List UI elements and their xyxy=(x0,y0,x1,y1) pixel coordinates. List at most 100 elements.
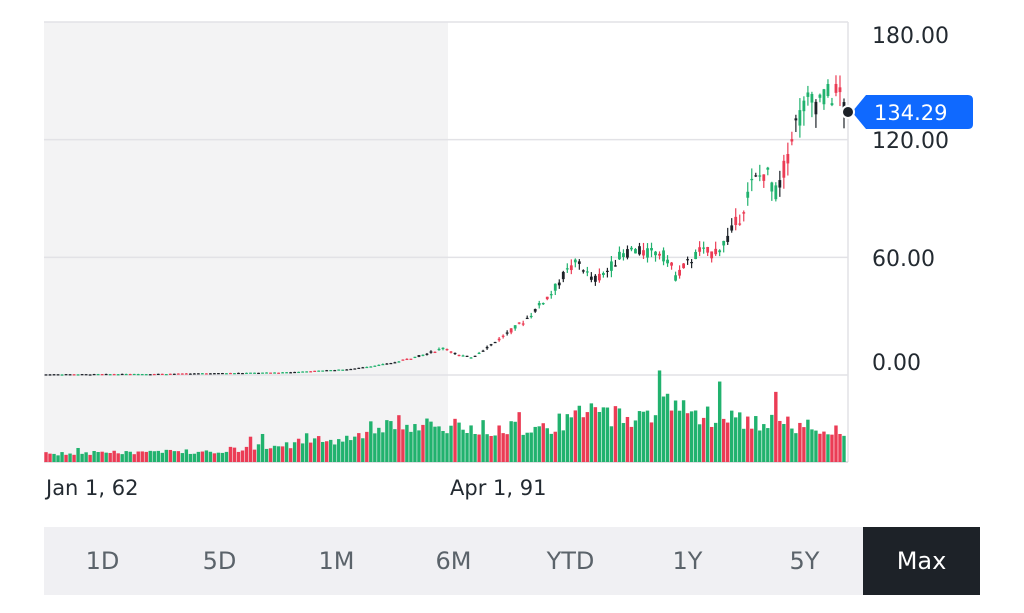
candle-body xyxy=(44,374,48,376)
range-button-6m[interactable]: 6M xyxy=(435,547,472,575)
candle-body xyxy=(64,374,68,376)
volume-bar xyxy=(453,418,457,462)
range-button-1m[interactable]: 1M xyxy=(318,547,355,575)
candle-body xyxy=(104,373,108,376)
volume-bar xyxy=(581,417,586,462)
range-button-1y[interactable]: 1Y xyxy=(672,547,703,575)
candle-body xyxy=(806,92,810,97)
candle-body xyxy=(168,373,172,375)
volume-bar xyxy=(637,411,642,462)
candle-body xyxy=(277,372,280,374)
range-selector: 1D 5D 1M 6M YTD 1Y 5Y Max xyxy=(44,527,980,595)
candle-body xyxy=(221,372,224,375)
volume-bar xyxy=(276,446,281,462)
volume-bar xyxy=(188,453,193,462)
volume-bar xyxy=(613,406,618,462)
volume-bar xyxy=(268,448,273,462)
candle-body xyxy=(172,373,176,375)
range-button-ytd[interactable]: YTD xyxy=(546,547,595,575)
volume-bar xyxy=(834,425,838,462)
volume-bar xyxy=(164,449,169,462)
volume-bar xyxy=(196,451,201,462)
y-tick-120: 120.00 xyxy=(872,129,949,154)
volume-bar xyxy=(750,428,754,462)
volume-bar xyxy=(256,444,261,462)
volume-bar xyxy=(742,428,746,462)
volume-bar xyxy=(304,433,309,462)
volume-bar xyxy=(413,424,417,462)
volume-bar xyxy=(260,433,265,462)
volume-bar xyxy=(228,446,233,462)
volume-bar xyxy=(477,434,481,462)
candle-body xyxy=(770,182,774,192)
volume-bar xyxy=(721,418,726,462)
volume-bar xyxy=(810,429,814,462)
volume-bar xyxy=(842,435,846,462)
candle-body xyxy=(589,276,593,280)
candle-body xyxy=(337,369,341,371)
candle-body xyxy=(557,282,561,286)
volume-bar xyxy=(657,370,662,462)
volume-bar xyxy=(72,454,76,462)
candle-body xyxy=(577,261,581,264)
candle-body xyxy=(84,374,88,376)
volume-bar xyxy=(128,451,132,462)
candle-body xyxy=(148,374,152,376)
volume-bar xyxy=(701,417,706,462)
candle-body xyxy=(541,303,545,305)
volume-bar xyxy=(790,428,794,462)
candle-body xyxy=(834,83,838,93)
range-button-1d[interactable]: 1D xyxy=(85,547,120,575)
candle-body xyxy=(662,250,665,262)
candle-body xyxy=(658,253,661,256)
volume-bar xyxy=(44,452,48,462)
candle-body xyxy=(281,372,284,374)
candle-body xyxy=(285,372,289,374)
candle-body xyxy=(48,374,52,376)
range-button-max[interactable]: Max xyxy=(863,527,980,595)
candle-body xyxy=(706,246,710,253)
candle-body xyxy=(164,374,168,376)
candle-body xyxy=(140,374,144,376)
range-button-5y[interactable]: 5Y xyxy=(789,547,820,575)
volume-bar xyxy=(148,450,152,462)
y-tick-60: 60.00 xyxy=(872,247,935,272)
candle-body xyxy=(397,361,401,363)
volume-bar xyxy=(208,451,213,462)
volume-bar xyxy=(734,417,738,462)
volume-bar xyxy=(738,412,742,462)
range-button-5d[interactable]: 5D xyxy=(202,547,237,575)
candle-body xyxy=(481,350,485,352)
candle-body xyxy=(128,373,132,376)
candle-body xyxy=(345,369,349,371)
volume-bar xyxy=(236,451,241,462)
volume-bar xyxy=(429,421,433,462)
volume-bar xyxy=(104,452,108,462)
volume-bar xyxy=(220,452,225,462)
candle-body xyxy=(766,167,770,170)
candle-body xyxy=(818,94,822,98)
candle-body xyxy=(385,363,389,365)
volume-bar xyxy=(501,433,505,462)
volume-bar xyxy=(794,433,798,462)
volume-bar xyxy=(320,441,325,462)
candle-body xyxy=(830,103,834,106)
volume-bar xyxy=(76,447,80,462)
candle-body xyxy=(112,374,116,376)
volume-bar xyxy=(685,413,690,462)
candle-body xyxy=(650,248,653,251)
volume-bar xyxy=(176,451,181,462)
volume-bar xyxy=(693,410,698,462)
candle-body xyxy=(642,250,645,256)
candle-body xyxy=(614,265,617,267)
candle-body xyxy=(273,372,276,374)
volume-bar xyxy=(108,452,112,462)
candle-body xyxy=(361,367,365,369)
candle-body xyxy=(786,154,790,164)
candle-body xyxy=(742,212,746,214)
candle-body xyxy=(601,273,605,275)
candle-body xyxy=(465,355,469,357)
candle-body xyxy=(610,261,613,271)
volume-bar xyxy=(88,454,92,462)
volume-bar xyxy=(437,426,441,462)
